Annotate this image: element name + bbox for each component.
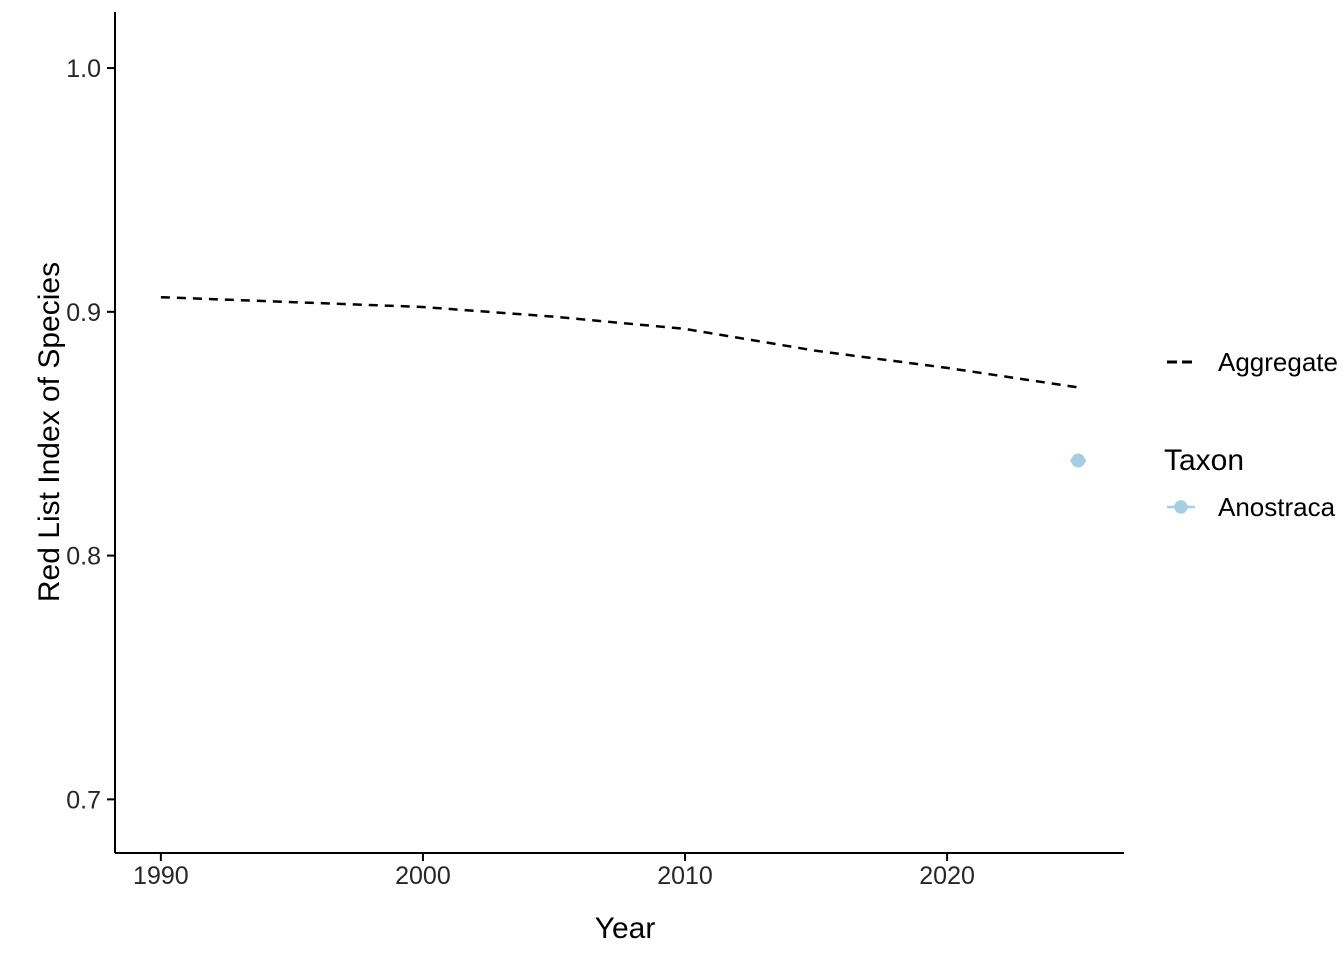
dashed-line-key-icon	[1167, 360, 1197, 364]
x-tick-label: 1990	[133, 862, 189, 890]
legend: Aggregate Taxon Anostraca	[1164, 0, 1344, 960]
y-tick-label: 0.8	[66, 543, 101, 571]
series-line-aggregate	[160, 295, 1079, 389]
y-tick-label: 1.0	[66, 55, 101, 83]
series-point-anostraca	[1071, 453, 1086, 468]
legend-item-anostraca: Anostraca	[1164, 491, 1336, 522]
x-axis-title: Year	[594, 912, 656, 945]
legend-group-title: Taxon	[1164, 444, 1245, 477]
y-axis-title: Red List Index of Species	[33, 261, 66, 603]
y-tick-label: 0.9	[66, 299, 101, 327]
legend-label-aggregate: Aggregate	[1218, 346, 1338, 377]
y-tick-label: 0.7	[66, 786, 101, 814]
legend-item-aggregate: Aggregate	[1164, 346, 1338, 377]
point-key-icon	[1167, 500, 1195, 514]
legend-label-anostraca: Anostraca	[1218, 491, 1336, 522]
x-tick-label: 2020	[919, 862, 975, 890]
x-tick-label: 2010	[657, 862, 713, 890]
x-tick-label: 2000	[395, 862, 451, 890]
